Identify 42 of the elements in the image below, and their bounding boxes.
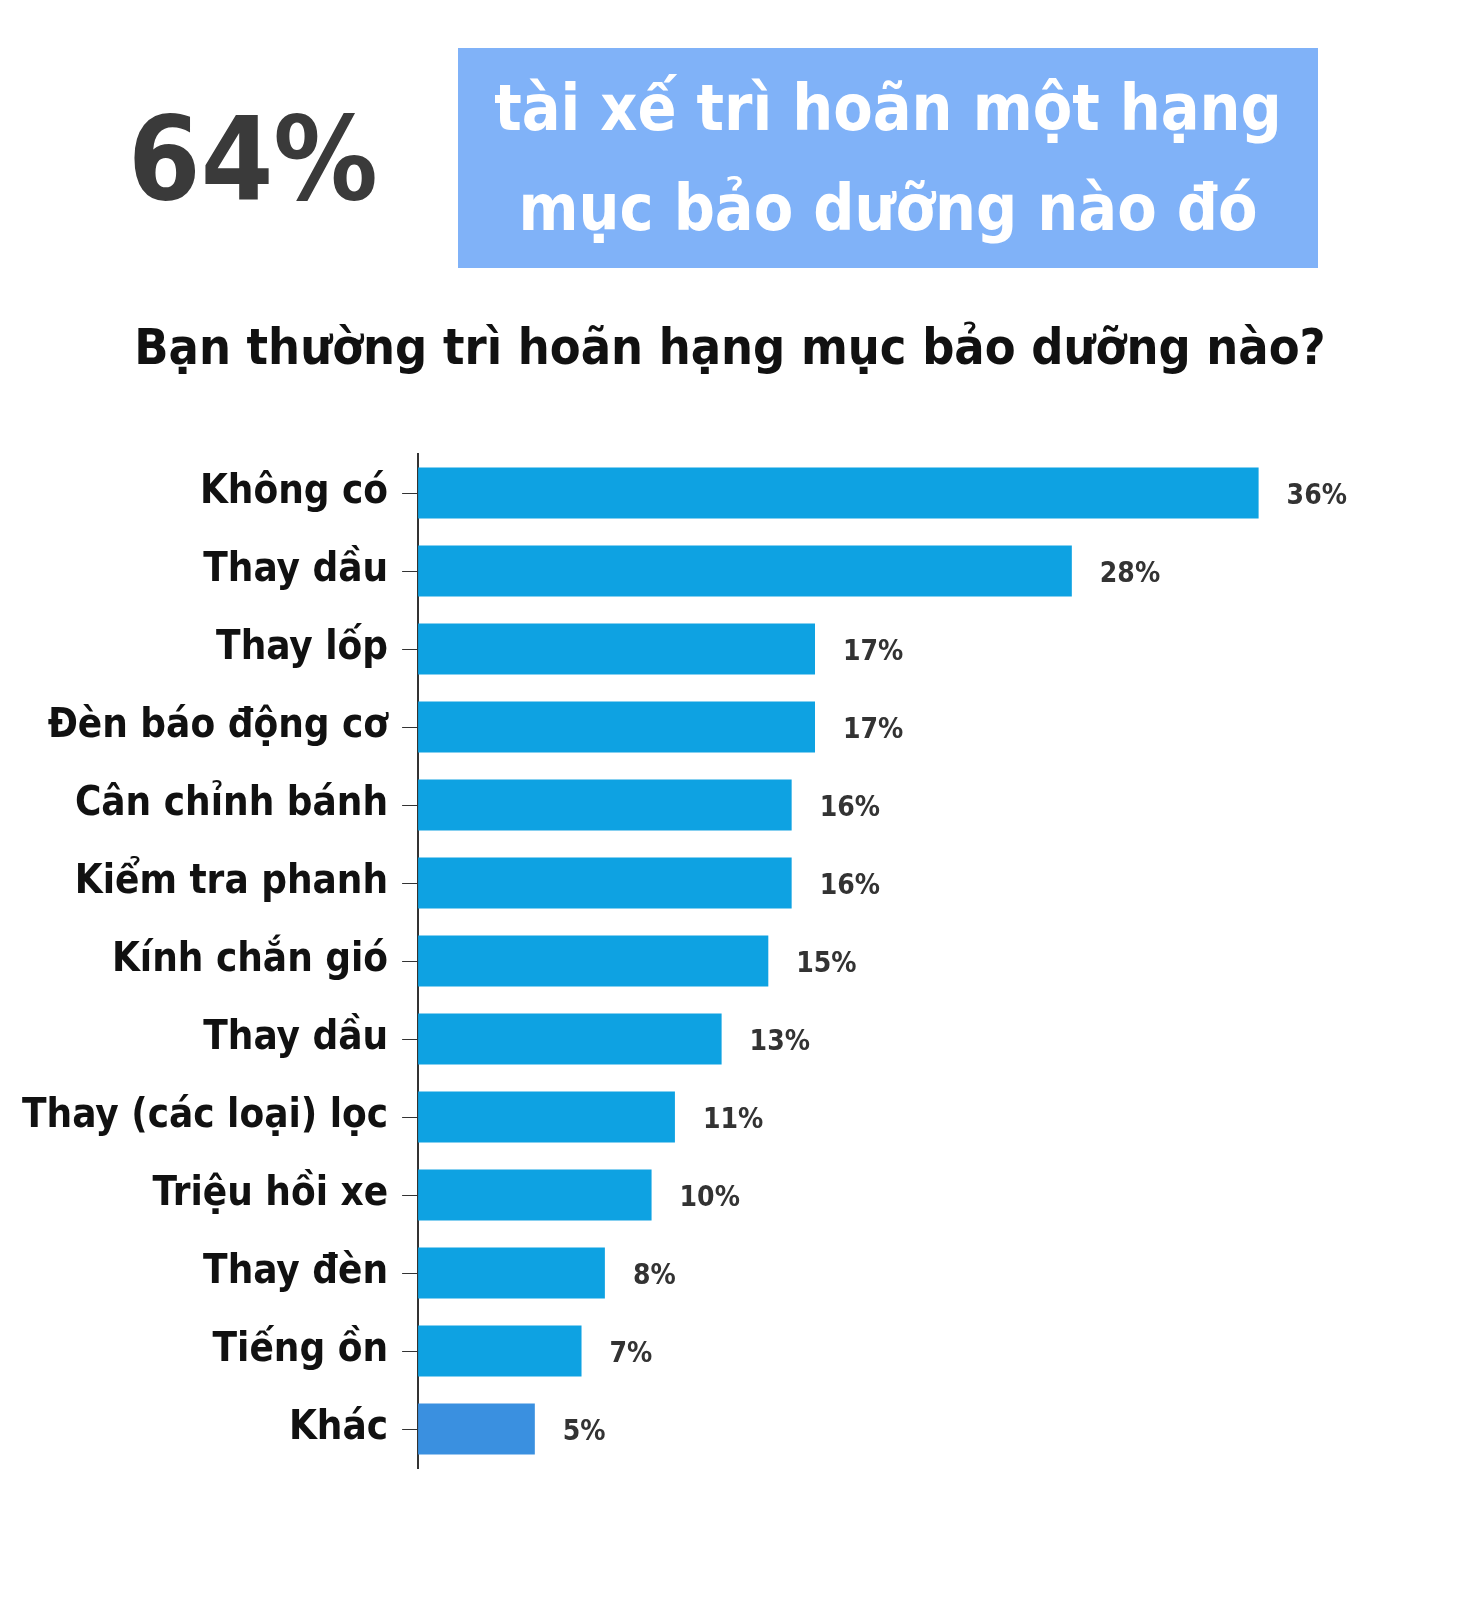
bar (418, 1403, 535, 1455)
data-label: 15% (796, 946, 857, 980)
y-tick-label: Kiểm tra phanh (74, 855, 389, 903)
data-label: 36% (1286, 478, 1347, 512)
chart-subtitle: tài xế trì hoãn một hạng mục bảo dưỡng nào đó (458, 48, 1318, 268)
data-label: 11% (702, 1102, 764, 1136)
data-label: 7% (609, 1336, 653, 1370)
bar (418, 1091, 675, 1143)
bar (418, 467, 1259, 519)
data-label: 17% (843, 712, 904, 746)
data-label: 5% (562, 1414, 606, 1448)
y-tick-label: Đèn báo động cơ (47, 700, 390, 747)
y-tick-label: Không có (199, 466, 389, 513)
y-tick-label: Thay lốp (216, 622, 389, 669)
data-label: 10% (679, 1180, 740, 1214)
y-tick-label: Tiếng ồn (212, 1324, 389, 1371)
y-tick-label: Thay dầu (203, 544, 389, 591)
bar (418, 935, 769, 987)
data-label: 28% (1099, 556, 1161, 590)
data-label: 16% (819, 868, 880, 902)
y-tick-label: Thay đèn (203, 1246, 389, 1293)
data-label: 16% (819, 790, 880, 824)
y-tick-label: Thay dầu (203, 1012, 389, 1059)
y-tick-label: Kính chắn gió (111, 934, 389, 981)
y-tick-label: Triệu hồi xe (152, 1168, 389, 1215)
bar (418, 1325, 582, 1377)
bar (418, 545, 1072, 597)
bar (418, 1247, 605, 1299)
bar (418, 1013, 722, 1065)
data-label: 8% (632, 1258, 676, 1292)
bar (418, 779, 792, 831)
data-label: 13% (749, 1024, 810, 1058)
bar (418, 623, 815, 675)
bar (418, 857, 792, 909)
chart-title: 64% (127, 90, 379, 226)
text: Bạn thường trì hoãn hạng mục bảo dưỡng nào? (133, 318, 1327, 376)
y-tick-label: Khác (288, 1402, 389, 1449)
y-tick-label: Thay (các loại) lọc (22, 1090, 389, 1137)
bar (418, 1169, 652, 1221)
bar (418, 701, 815, 753)
data-label: 17% (843, 634, 904, 668)
y-tick-label: Cân chỉnh bánh (74, 778, 389, 825)
